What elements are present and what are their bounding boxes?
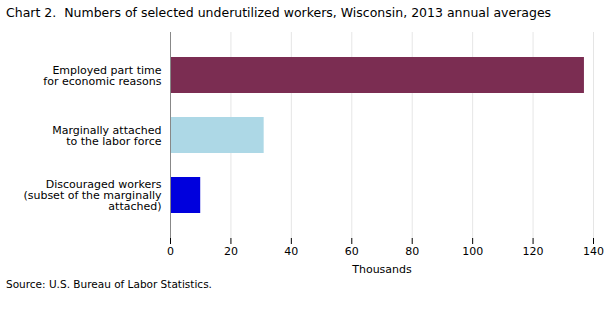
svg-text:80: 80 xyxy=(405,245,419,258)
svg-text:120: 120 xyxy=(523,245,544,258)
html-text:Source: U.S. Bureau of Labor S: Source: U.S. Bureau of Labor Statistics. xyxy=(6,278,212,290)
svg-text:Thousands: Thousands xyxy=(351,263,412,276)
html-text:Chart 2. Numbers of selected u: Chart 2. Numbers of selected underutiliz… xyxy=(6,5,552,20)
svg-text:0: 0 xyxy=(167,245,174,258)
svg-text:20: 20 xyxy=(224,245,238,258)
svg-text:100: 100 xyxy=(462,245,483,258)
svg-text:Marginally attachedto the labo: Marginally attachedto the labor force xyxy=(52,124,162,148)
svg-text:Discouraged workers(subset of: Discouraged workers(subset of the margin… xyxy=(23,178,162,213)
svg-text:140: 140 xyxy=(583,245,604,258)
svg-text:Employed part timefor economic: Employed part timefor economic reasons xyxy=(43,64,161,88)
svg-text:60: 60 xyxy=(345,245,359,258)
svg-text:40: 40 xyxy=(284,245,298,258)
